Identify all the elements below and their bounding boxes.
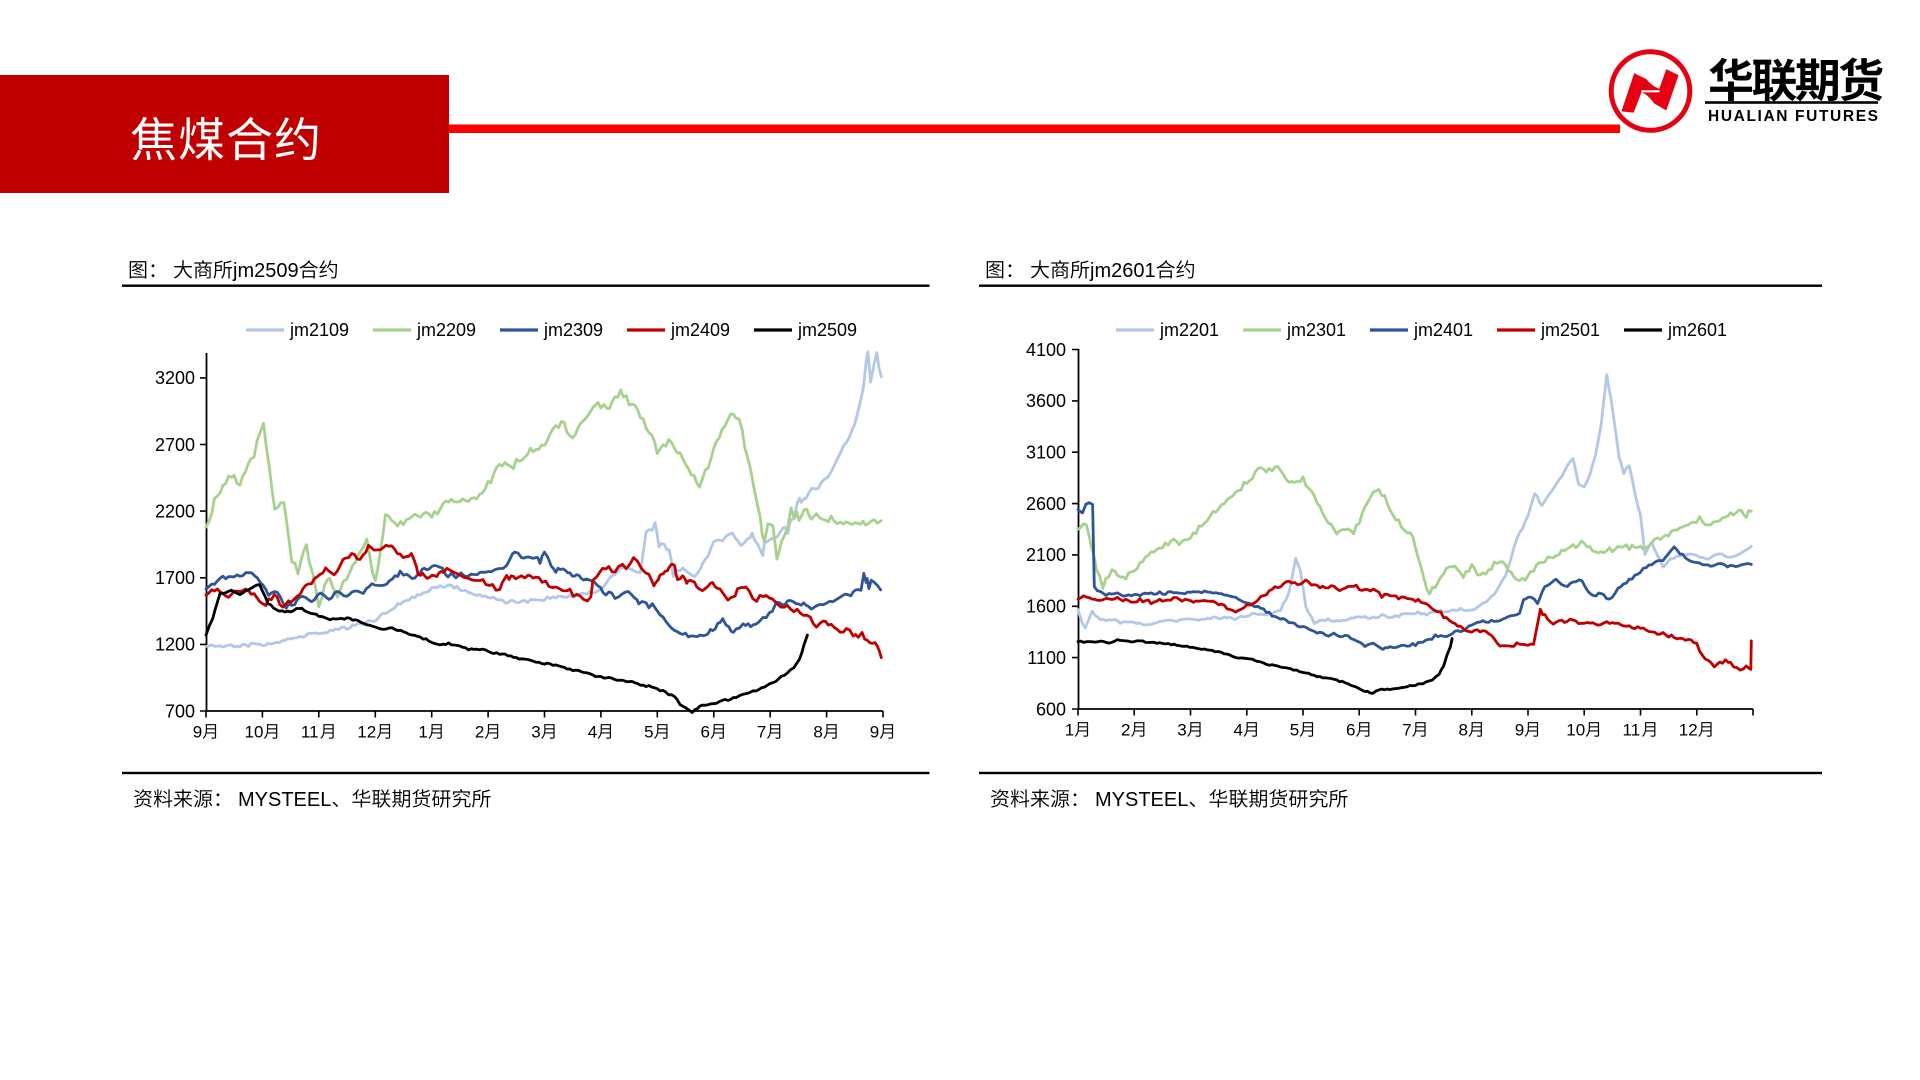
svg-text:4: 4 xyxy=(588,723,597,742)
svg-text:jm2409: jm2409 xyxy=(670,320,730,340)
svg-text:3: 3 xyxy=(1177,721,1186,740)
svg-text:9: 9 xyxy=(870,723,879,742)
svg-text:jm2209: jm2209 xyxy=(416,320,476,340)
svg-text:4100: 4100 xyxy=(1026,340,1066,360)
svg-text:11: 11 xyxy=(301,723,319,742)
svg-text:700: 700 xyxy=(165,701,195,721)
svg-text:2: 2 xyxy=(1121,721,1130,740)
svg-text:10: 10 xyxy=(245,723,264,742)
svg-text:jm2401: jm2401 xyxy=(1413,320,1473,340)
svg-text:10: 10 xyxy=(1566,721,1585,740)
svg-text:6: 6 xyxy=(1346,721,1355,740)
svg-text:1700: 1700 xyxy=(155,568,195,588)
svg-text:jm2601: jm2601 xyxy=(1089,260,1156,282)
svg-text:600: 600 xyxy=(1036,699,1066,719)
svg-text:MYSTEEL: MYSTEEL xyxy=(238,789,331,811)
svg-text:8: 8 xyxy=(1459,721,1468,740)
svg-text:3: 3 xyxy=(531,723,540,742)
svg-text:9: 9 xyxy=(193,723,202,742)
svg-text:3100: 3100 xyxy=(1026,443,1066,463)
svg-text:1: 1 xyxy=(1065,721,1074,740)
svg-text:4: 4 xyxy=(1234,721,1243,740)
svg-text:9: 9 xyxy=(1515,721,1524,740)
svg-text:1100: 1100 xyxy=(1027,648,1066,668)
svg-text:2700: 2700 xyxy=(155,435,195,455)
svg-text:jm2109: jm2109 xyxy=(289,320,349,340)
svg-text:7: 7 xyxy=(1402,721,1411,740)
svg-text:jm2309: jm2309 xyxy=(543,320,603,340)
svg-text:8: 8 xyxy=(813,723,822,742)
svg-text:HUALIAN FUTURES: HUALIAN FUTURES xyxy=(1708,108,1878,125)
svg-text:1: 1 xyxy=(418,723,427,742)
svg-text:jm2601: jm2601 xyxy=(1667,320,1727,340)
svg-text:1600: 1600 xyxy=(1026,597,1066,617)
svg-text:2600: 2600 xyxy=(1026,494,1066,514)
svg-text:1200: 1200 xyxy=(155,635,195,655)
svg-text:jm2501: jm2501 xyxy=(1540,320,1600,340)
svg-text:12: 12 xyxy=(357,723,376,742)
svg-text:12: 12 xyxy=(1679,721,1698,740)
svg-text:2: 2 xyxy=(475,723,484,742)
svg-text:2200: 2200 xyxy=(155,501,195,521)
svg-text:5: 5 xyxy=(644,723,653,742)
svg-text:jm2509: jm2509 xyxy=(797,320,857,340)
svg-text:6: 6 xyxy=(701,723,710,742)
svg-text:MYSTEEL: MYSTEEL xyxy=(1095,789,1188,811)
svg-text:7: 7 xyxy=(757,723,766,742)
svg-text:3200: 3200 xyxy=(155,368,195,388)
svg-text:jm2509: jm2509 xyxy=(232,260,299,282)
svg-text:5: 5 xyxy=(1290,721,1299,740)
svg-text:11: 11 xyxy=(1623,721,1641,740)
svg-text:3600: 3600 xyxy=(1026,391,1066,411)
svg-text:jm2201: jm2201 xyxy=(1159,320,1219,340)
svg-text:jm2301: jm2301 xyxy=(1286,320,1346,340)
svg-text:2100: 2100 xyxy=(1026,545,1066,565)
